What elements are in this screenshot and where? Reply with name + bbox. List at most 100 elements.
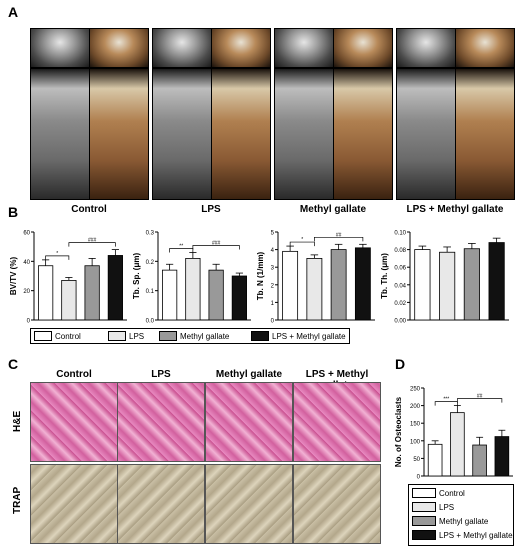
bar	[61, 280, 77, 321]
y-tick-label: 0.3	[146, 231, 155, 237]
y-axis-label: Tb. N (1/mm)	[256, 251, 265, 300]
trap-stain-image	[30, 464, 118, 544]
y-tick-label: 100	[410, 439, 421, 445]
trap-stain-image	[293, 464, 381, 544]
y-tick-label: 200	[410, 404, 421, 410]
ct-cross-section-gray	[152, 28, 212, 68]
legend-label: LPS	[129, 331, 145, 341]
bar-chart-1: 0.0 0.1 0.2 0.3 Tb. Sp. (μm) ** ###	[132, 231, 251, 325]
legend-methyl-gallate: Methyl gallate	[159, 331, 229, 341]
trap-stain-image	[117, 464, 205, 544]
y-axis-label: Tb. Sp. (μm)	[132, 253, 141, 300]
y-tick-label: 0	[417, 475, 421, 481]
histology-column-label: LPS	[151, 369, 171, 380]
ct-longitudinal-gray	[274, 68, 334, 200]
legend-d-control: Control	[412, 488, 465, 498]
legend-control: Control	[34, 331, 81, 341]
bar	[38, 265, 54, 321]
legend-label: LPS + Methyl gallate	[272, 331, 346, 341]
ct-longitudinal-gray	[152, 68, 212, 200]
bar	[185, 258, 201, 321]
y-tick-label: 0.06	[394, 266, 406, 272]
ct-cross-section-color	[333, 28, 393, 68]
legend-swatch-control	[412, 488, 436, 498]
significance-label: ##	[477, 394, 483, 400]
panel-letter-d: D	[395, 356, 406, 372]
row-label-he: H&E	[12, 410, 23, 432]
significance-bracket	[192, 245, 240, 250]
y-tick-label: 0.10	[394, 231, 406, 237]
bar-chart-2: 0 1 2 3 4 5 Tb. N (1/mm) * ##	[256, 231, 375, 325]
y-tick-label: 1	[271, 301, 275, 307]
significance-label: ##	[336, 232, 342, 238]
bar	[306, 258, 323, 321]
bar	[488, 242, 505, 321]
legend-label: Methyl gallate	[439, 516, 489, 526]
bar-chart-0: 0 20 40 60 BV/TV (%) * ###	[9, 231, 127, 324]
histology-column-label: Control	[56, 369, 92, 380]
significance-bracket	[45, 255, 70, 260]
ct-group-label: LPS + Methyl gallate	[406, 204, 504, 215]
significance-bracket	[68, 242, 116, 247]
bar	[354, 247, 371, 321]
legend-swatch-methyl-gallate	[159, 331, 177, 341]
legend-d-lps: LPS	[412, 502, 454, 512]
significance-label: **	[179, 244, 183, 250]
significance-label: ***	[443, 397, 449, 403]
panel-letter-c: C	[8, 356, 19, 372]
bar	[463, 248, 480, 321]
legend-swatch-lps-mg	[251, 331, 269, 341]
bar	[107, 255, 123, 321]
bar	[494, 436, 510, 477]
bar	[450, 412, 465, 477]
bar	[427, 443, 443, 477]
ct-cross-section-gray	[396, 28, 456, 68]
ct-cross-section-color	[455, 28, 515, 68]
bar	[439, 251, 456, 321]
panel-b-legend: Control LPS Methyl gallate LPS + Methyl …	[30, 328, 350, 344]
panel-d-legend: Control LPS Methyl gallate LPS + Methyl …	[408, 484, 514, 546]
legend-label: Control	[439, 488, 465, 498]
y-tick-label: 50	[413, 457, 420, 463]
ct-longitudinal-gray	[396, 68, 456, 200]
bar	[84, 265, 100, 321]
y-tick-label: 0.02	[394, 301, 406, 307]
legend-swatch-lps	[108, 331, 126, 341]
row-label-trap: TRAP	[12, 486, 23, 514]
legend-label: Control	[55, 331, 81, 341]
bar	[414, 249, 431, 321]
y-tick-label: 40	[23, 260, 30, 266]
y-tick-label: 20	[23, 289, 30, 295]
y-tick-label: 0	[271, 319, 275, 325]
bar-chart-4: 0 50 100 150 200 250 No. of Osteoclasts *** ##	[394, 387, 513, 481]
legend-label: LPS + Methyl gallate	[439, 530, 513, 540]
ct-group-label: Control	[71, 204, 107, 215]
significance-bracket	[289, 241, 315, 247]
legend-swatch-control	[34, 331, 52, 341]
ct-group-label: Methyl gallate	[299, 204, 367, 215]
ct-cross-section-gray	[274, 28, 334, 68]
legend-d-lps-mg: LPS + Methyl gallate	[412, 530, 513, 540]
y-tick-label: 0.1	[146, 289, 155, 295]
legend-lps: LPS	[108, 331, 144, 341]
he-stain-image	[293, 382, 381, 462]
bar	[282, 250, 299, 321]
y-tick-label: 60	[23, 231, 30, 237]
significance-label: ###	[212, 241, 221, 247]
y-tick-label: 0.0	[146, 319, 155, 325]
y-tick-label: 5	[271, 231, 275, 237]
significance-bracket	[457, 398, 503, 403]
he-stain-image	[30, 382, 118, 462]
y-axis-label: Tb. Th. (μm)	[380, 253, 389, 299]
y-tick-label: 0.08	[394, 248, 406, 254]
significance-bracket	[169, 248, 194, 253]
trap-stain-image	[205, 464, 293, 544]
ct-longitudinal-color	[211, 68, 271, 200]
significance-bracket	[314, 236, 364, 242]
legend-label: Methyl gallate	[180, 331, 230, 341]
legend-label: LPS	[439, 502, 455, 512]
y-tick-label: 4	[271, 248, 275, 254]
ct-cross-section-color	[89, 28, 149, 68]
legend-swatch-methyl-gallate	[412, 516, 436, 526]
he-stain-image	[205, 382, 293, 462]
